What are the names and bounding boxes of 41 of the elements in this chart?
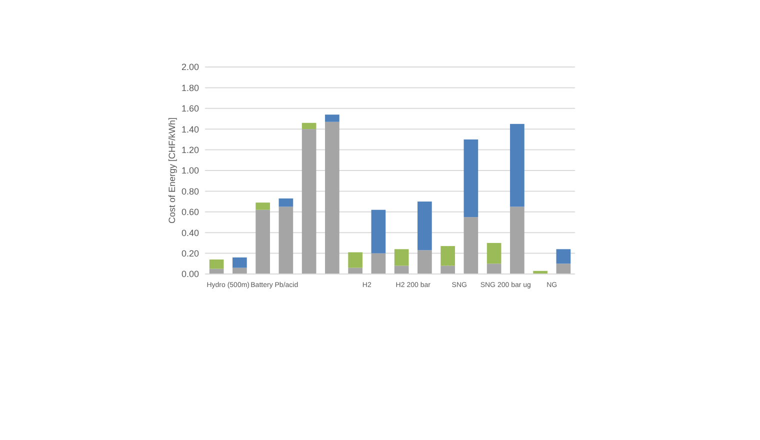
y-tick-label: 0.80	[181, 186, 199, 196]
y-tick-label: 1.40	[181, 124, 199, 134]
bar	[325, 114, 340, 122]
bar	[394, 266, 409, 274]
y-tick-label: 1.00	[181, 166, 199, 176]
bar	[556, 264, 571, 274]
bar	[486, 242, 502, 264]
y-tick-label: 1.60	[181, 104, 199, 114]
bar	[464, 217, 478, 274]
bar	[418, 250, 432, 274]
bar	[278, 206, 294, 274]
bar	[325, 122, 340, 274]
bar	[232, 257, 247, 268]
bar	[440, 266, 455, 274]
bar	[256, 202, 270, 210]
bar	[371, 253, 386, 274]
y-tick-label: 0.40	[181, 228, 199, 238]
bar	[348, 252, 362, 268]
y-tick-label: 1.20	[181, 144, 199, 155]
bar	[510, 124, 524, 207]
bar	[440, 246, 455, 266]
bar	[302, 122, 316, 130]
bar	[278, 198, 294, 207]
bar	[302, 129, 316, 274]
y-tick-label: 2.00	[181, 62, 199, 72]
bar	[486, 264, 502, 274]
bar	[209, 260, 224, 269]
bar	[256, 210, 270, 274]
y-tick-label: 0.20	[181, 248, 199, 258]
bar	[556, 249, 571, 264]
y-tick-label: 1.80	[181, 82, 199, 93]
y-axis-title: Cost of Energy [CHF/kWh]	[167, 117, 177, 224]
bar	[464, 139, 478, 218]
bar	[394, 249, 409, 266]
bar	[371, 210, 386, 254]
y-tick-label: 0.00	[181, 269, 199, 280]
y-tick-label: 0.60	[181, 207, 199, 218]
bar	[418, 202, 432, 250]
bar	[348, 268, 362, 274]
bar	[232, 268, 247, 274]
bar	[510, 206, 524, 274]
